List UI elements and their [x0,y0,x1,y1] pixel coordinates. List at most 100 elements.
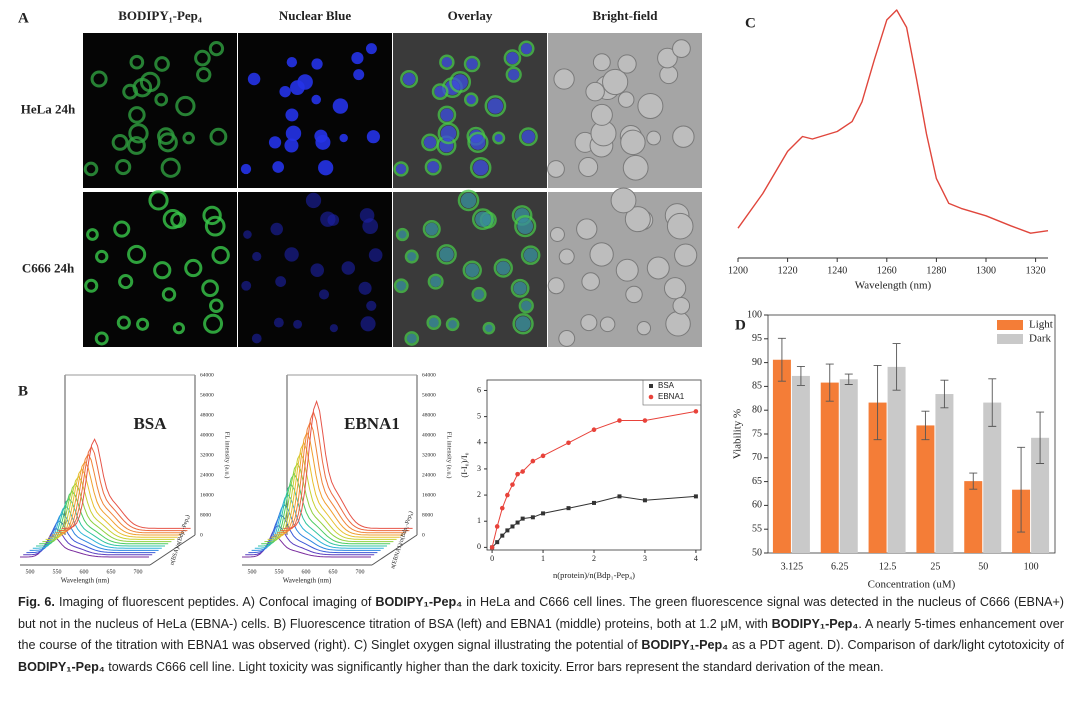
cell-blue [398,230,407,239]
cell-blue [251,333,262,344]
axis [149,534,196,566]
x-tick-label: 700 [356,569,365,575]
cell-blue [273,317,284,328]
cell-green [503,49,522,67]
cell-blue [368,248,383,262]
cell-green [113,220,131,238]
x-tick-label: 12.5 [879,561,897,572]
cell-green [201,279,219,298]
x-tick-label: 1220 [778,265,798,276]
y-tick-label: 70 [752,452,762,463]
legend-swatch [997,334,1023,344]
cell-blue [402,72,416,86]
cell-blue [427,161,440,173]
point [642,418,648,423]
cell-outline [580,314,598,332]
column-header: BODIPY₁-Pep₄ [118,8,202,23]
spectrum-curve [264,462,394,543]
cell-green [148,190,169,211]
cell-green [160,157,181,178]
cell-blue [513,281,527,295]
point [510,482,515,487]
cell-green [445,317,460,332]
spectrum-curve [273,431,403,536]
x-tick-label: 700 [134,569,143,575]
cell-outline [549,227,565,243]
cell-blue [508,69,520,81]
cell-green [492,131,506,145]
cell-blue [247,72,261,86]
cell-outline [558,248,575,265]
caption-text: . A nearly 5-times enhancement over the … [18,616,1064,653]
z-tick-label: 8000 [422,512,433,518]
cell-green [172,322,185,335]
error-bar [969,472,978,490]
cell-green [463,92,479,107]
cell-blue [240,163,252,175]
spectrum-curve [267,452,397,540]
x-tick-label: 6.25 [831,561,849,572]
cell-blue [284,247,299,262]
x-tick-label: 50 [978,561,988,572]
spectra-plot: BSA 500 550 600 650 700 Wavelength (nm) 0 8000 16… [20,372,231,585]
cell-green [209,298,224,314]
spectrum-curve [39,490,169,545]
cell-blue [428,317,439,328]
cell-green [404,249,419,264]
y-tick-label: 75 [752,428,762,439]
z-tick-label: 40000 [422,432,436,438]
cell-green [203,313,224,334]
legend-swatch [649,384,653,388]
cell-green [395,227,410,242]
micrograph [238,33,392,188]
y-axis-label: Viability % [732,409,744,459]
cell-blue [270,222,284,236]
cell-green [482,321,496,335]
caption-text: Imaging of fluorescent peptides. A) Conf… [54,595,376,609]
y-tick-label: 1 [477,516,481,525]
x-tick-label: 3 [643,554,647,563]
cell-green [111,133,129,151]
cell-blue [311,58,323,70]
micrograph [83,192,237,347]
spectrum-curve [51,460,181,536]
cell-outline [665,311,691,337]
cell-green [431,83,449,101]
cell-blue [440,125,457,142]
column-header: Overlay [448,8,493,23]
point [515,520,520,525]
y-tick-label: 100 [747,309,762,320]
cell-outline [617,54,637,74]
x-tick-label: 650 [329,569,338,575]
y-tick-label: 95 [752,333,762,344]
point [540,453,546,459]
y-tick-label: 80 [752,404,762,415]
x-tick-label: 100 [1024,561,1039,572]
cell-outline [672,297,691,315]
cell-green [436,244,457,265]
cell-green [127,244,147,264]
cell-blue [395,163,407,175]
cell-blue [496,261,511,275]
cell-blue [487,98,504,114]
bar [935,394,954,553]
spectrum-curve [270,441,400,538]
bar [772,359,791,553]
x-tick-label: 25 [930,561,940,572]
cell-outline [674,243,698,267]
cell-blue [425,222,439,236]
spectrum-curve [42,483,172,543]
cell-green [86,228,99,241]
cell-outline [625,285,643,304]
cell-outline [558,330,576,347]
cell-outline [590,103,613,126]
cell-green [157,132,178,153]
cell-blue [517,218,534,235]
row-header: C666 24h [22,260,75,275]
y-tick-label: 0 [477,542,481,551]
cell-outline [615,258,639,282]
bar [964,481,983,553]
cell-blue [285,108,299,122]
cell-blue [305,192,322,209]
cell-blue [473,289,485,300]
